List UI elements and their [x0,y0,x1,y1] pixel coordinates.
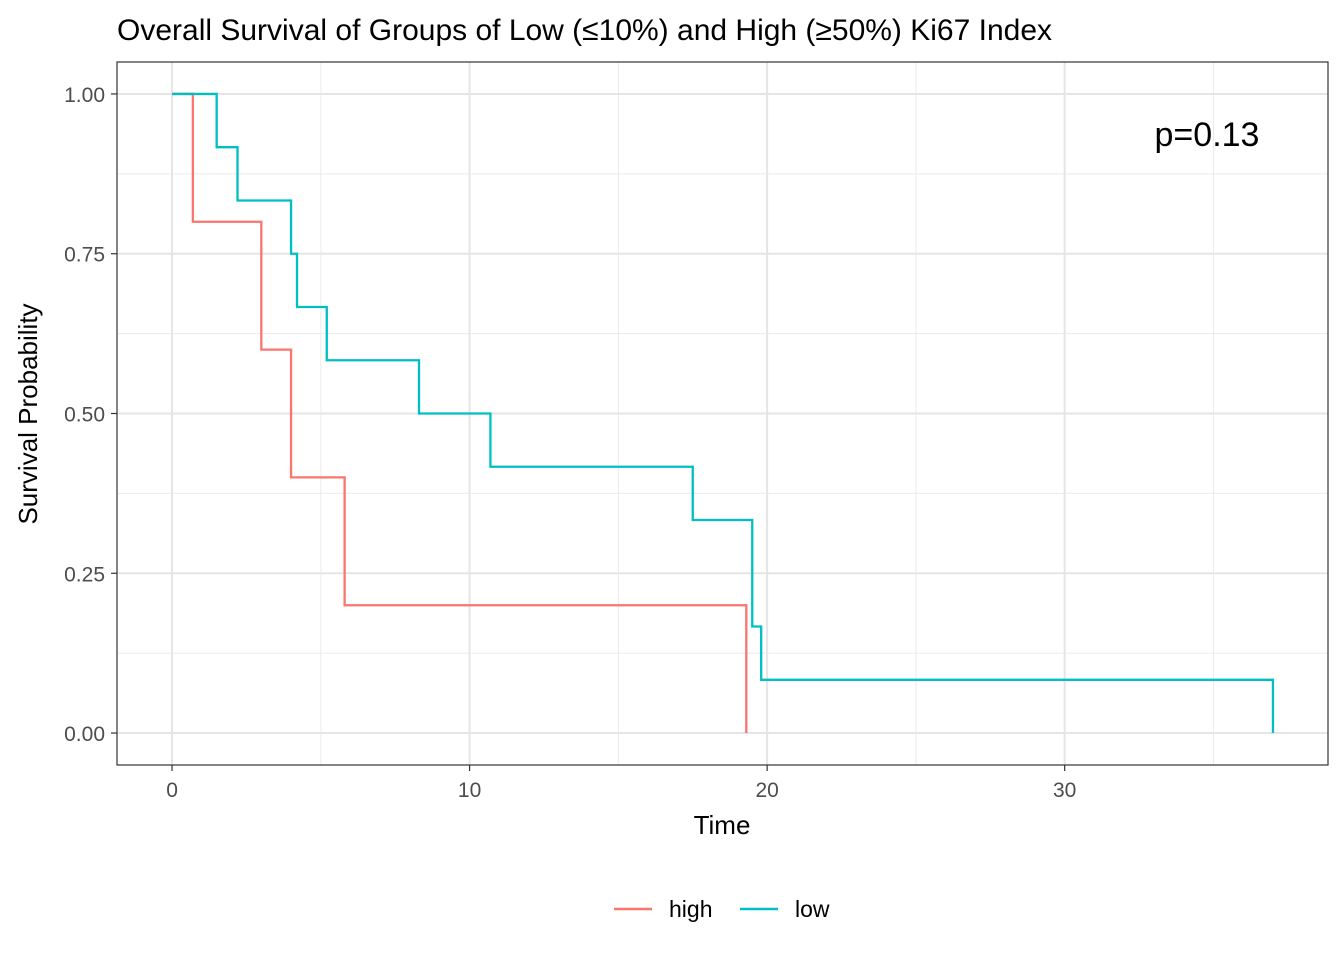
legend-label-high: high [669,896,712,922]
axes: 0 10 20 30 0.00 0.25 0.50 0.75 1.00 [64,84,1076,802]
series-lines [172,92,1275,734]
y-tick-label: 0.25 [64,563,105,586]
grid-lines [117,62,1328,765]
series-line-low [172,92,1275,734]
y-tick-label: 1.00 [64,84,105,107]
chart-title: Overall Survival of Groups of Low (≤10%)… [117,14,1052,47]
y-tick-label: 0.00 [64,723,105,746]
legend-label-low: low [795,896,830,922]
y-axis-title: Survival Probability [13,303,43,524]
y-tick-label: 0.75 [64,244,105,267]
x-tick-label: 30 [1053,779,1076,802]
p-value-annotation: p=0.13 [1155,116,1260,154]
x-axis-title: Time [694,810,751,840]
x-tick-label: 10 [458,779,481,802]
series-line-high [172,92,748,734]
x-tick-label: 20 [755,779,778,802]
x-tick-label: 0 [166,779,178,802]
y-tick-label: 0.50 [64,404,105,427]
legend: high low [614,896,830,922]
